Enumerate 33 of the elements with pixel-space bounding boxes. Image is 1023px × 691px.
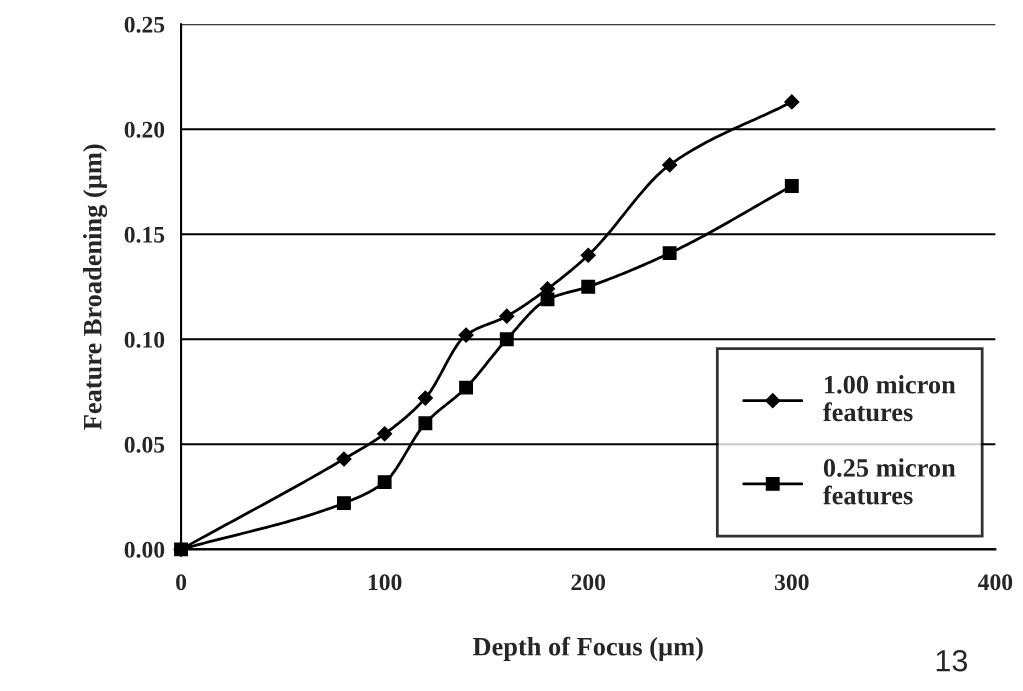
point <box>336 496 351 511</box>
point <box>784 178 799 193</box>
y-tick-label: 0.25 <box>124 16 165 33</box>
point <box>418 416 433 431</box>
text: 13 <box>936 649 968 672</box>
point <box>377 426 393 442</box>
point <box>662 246 677 261</box>
legend-label: 0.25 micron features <box>823 458 956 505</box>
point <box>784 94 800 110</box>
y-tick-label: 0.10 <box>124 331 165 348</box>
x-tick-label: 100 <box>368 574 402 591</box>
point <box>499 308 515 324</box>
x-tick-label: 300 <box>774 574 809 591</box>
point <box>662 157 678 173</box>
x-axis-title: Depth of Focus (µm) <box>472 636 703 661</box>
point <box>499 332 514 347</box>
y-tick-label: 0.00 <box>124 541 165 558</box>
point <box>336 451 352 467</box>
point <box>458 327 474 343</box>
x-tick-label: 200 <box>571 574 606 591</box>
y-tick-label: 0.15 <box>124 226 165 243</box>
y-tick-label: 0.05 <box>124 436 165 453</box>
point <box>459 380 474 395</box>
point <box>417 390 433 406</box>
point <box>580 247 596 263</box>
point <box>540 292 555 307</box>
point <box>377 475 392 490</box>
x-tick-label: 400 <box>978 574 1013 591</box>
legend-label: 1.00 micron features <box>823 375 956 422</box>
y-axis-title: Feature Broadening (µm) <box>82 144 108 430</box>
y-tick-label: 0.20 <box>124 121 165 138</box>
point <box>581 279 596 294</box>
x-tick-label: 0 <box>176 574 187 591</box>
